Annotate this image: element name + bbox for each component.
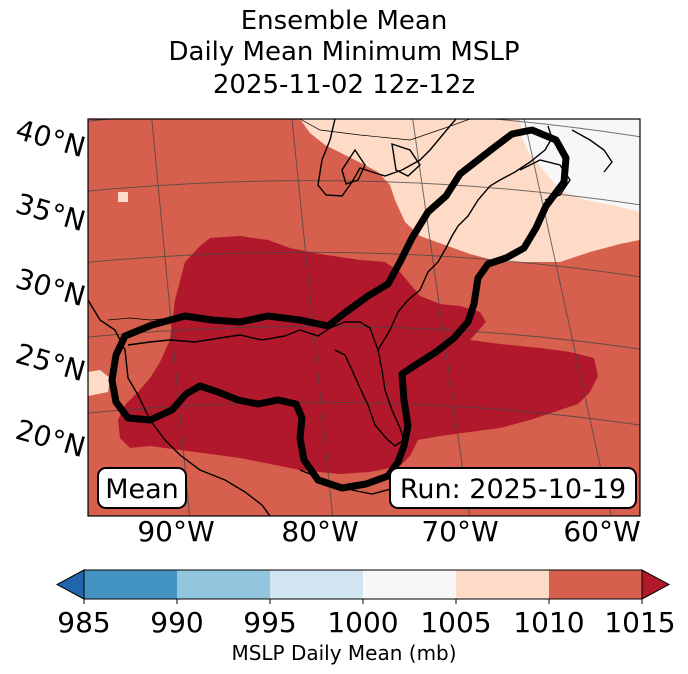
lon-label-60w: 60°W [563,515,640,548]
title-line-2: Daily Mean Minimum MSLP [168,37,520,67]
colorbar-overflow-arrow [641,569,671,600]
colorbar-tick-1005: 1005 [420,606,492,639]
colorbar-tick-995: 995 [243,606,297,639]
parallel-30n [88,251,640,278]
pressure-band-1015 [118,236,598,474]
meridian-60w [523,119,612,516]
colorbar-label: MSLP Daily Mean (mb) [231,641,457,665]
graticule [88,119,640,516]
meridian-70w [412,119,470,516]
colorbar-bin-995-1000 [270,570,363,599]
lake-michigan [341,148,366,185]
mean-annotation-box [97,467,187,509]
us-gulf-coast [127,321,405,447]
lon-label-80w: 80°W [281,515,358,548]
pressure-pixel-1005 [118,192,128,202]
pressure-band-1005-west [88,370,110,396]
lon-label-70w: 70°W [421,515,498,548]
us-canada-border [299,119,471,141]
colorbar-bin-1000-1005 [363,570,456,599]
colorbar-tick-1010: 1010 [513,606,585,639]
colorbar-tick-990: 990 [150,606,204,639]
mean-contour [108,126,570,492]
meridian-90w [151,119,191,516]
colorbar-bin-1010-1015 [549,570,642,599]
colorbar-tick-1015: 1015 [604,606,676,639]
title-line-3: 2025-11-02 12z-12z [212,70,476,100]
lake-huron [391,142,421,177]
colorbar-bin-985-990 [84,570,177,599]
colorbar-tick-985: 985 [57,606,111,639]
parallel-20n [88,401,640,426]
colorbar-tick-1000: 1000 [327,606,399,639]
colorbar-bin-1005-1010 [456,570,549,599]
lon-label-90w: 90°W [137,515,214,548]
us-atlantic-coast [377,125,553,351]
newfoundland-coast [571,129,613,173]
colorbar-underflow-arrow [55,569,85,600]
map-frame [87,118,641,517]
colorbar-tick-marks [83,599,643,604]
mean-label: Mean [105,474,179,505]
run-annotation-box [389,467,637,509]
parallel-40n [88,119,640,138]
title-line-1: Ensemble Mean [240,6,448,36]
colorbar-bins [84,570,642,599]
meridian-80w [291,119,334,516]
great-lakes-shore [317,119,457,197]
run-label: Run: 2025-10-19 [400,474,626,505]
colorbar-bin-990-995 [177,570,270,599]
mexico-gulf-coast [88,299,271,516]
